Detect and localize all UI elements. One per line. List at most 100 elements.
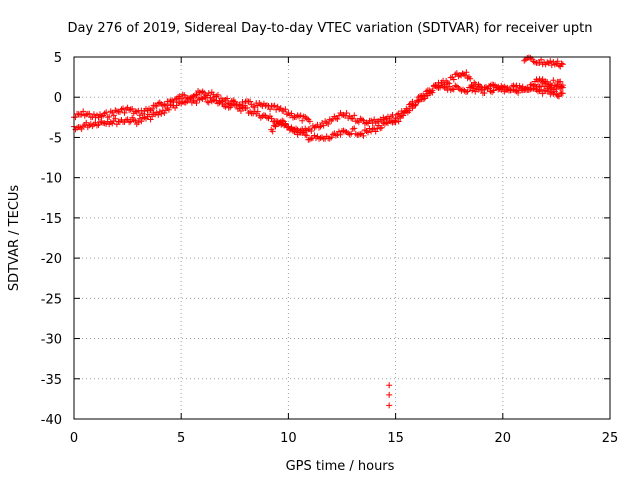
- data-point: [214, 91, 221, 98]
- data-point: [132, 117, 139, 124]
- data-point: [446, 80, 453, 87]
- data-point: [374, 125, 381, 132]
- data-point: [267, 106, 274, 113]
- data-point: [133, 108, 140, 115]
- data-point: [269, 128, 276, 135]
- data-point: [555, 93, 562, 100]
- data-point: [317, 123, 324, 130]
- data-point: [147, 116, 154, 123]
- data-point: [233, 102, 240, 109]
- data-point: [129, 105, 136, 112]
- data-point: [349, 115, 356, 122]
- plot-frame: [73, 56, 611, 420]
- data-point: [530, 82, 537, 89]
- data-point: [199, 88, 206, 95]
- data-point: [120, 105, 127, 112]
- data-point: [406, 107, 413, 114]
- data-point: [161, 109, 168, 116]
- data-point: [386, 391, 393, 398]
- grid-lines: [74, 57, 610, 419]
- data-point: [343, 110, 350, 117]
- data-point: [297, 112, 304, 119]
- data-point: [182, 99, 189, 106]
- data-point: [281, 122, 288, 129]
- data-point: [317, 134, 324, 141]
- data-point: [193, 91, 200, 98]
- data-point: [378, 124, 385, 131]
- x-tick-label: 20: [495, 431, 512, 446]
- data-point: [527, 54, 534, 61]
- data-point: [165, 106, 172, 113]
- data-point: [80, 123, 87, 130]
- data-point: [205, 90, 212, 97]
- data-point: [244, 104, 251, 111]
- data-point: [334, 116, 341, 123]
- data-point: [306, 118, 313, 125]
- y-tick-label: -40: [41, 413, 62, 428]
- data-point: [254, 108, 261, 115]
- data-point: [193, 99, 200, 106]
- data-point: [337, 131, 344, 138]
- data-point: [371, 125, 378, 132]
- data-point: [308, 128, 315, 135]
- data-point: [558, 83, 565, 90]
- data-point: [461, 87, 468, 94]
- data-point: [351, 125, 358, 132]
- data-point: [311, 132, 318, 139]
- data-point: [429, 89, 436, 96]
- data-point: [213, 97, 220, 104]
- data-point: [525, 86, 532, 93]
- data-point: [559, 82, 566, 89]
- data-point: [207, 94, 214, 101]
- data-point: [400, 112, 407, 119]
- x-tick-label: 15: [387, 431, 404, 446]
- data-point: [299, 117, 306, 124]
- data-point: [268, 115, 275, 122]
- data-point: [285, 123, 292, 130]
- data-point: [501, 88, 508, 95]
- data-point: [538, 56, 545, 63]
- data-point: [205, 99, 212, 106]
- data-point: [335, 128, 342, 135]
- data-point: [74, 124, 81, 131]
- data-point: [386, 382, 393, 389]
- y-tick-label: 0: [54, 91, 62, 106]
- data-point: [95, 114, 102, 121]
- data-point: [306, 136, 313, 143]
- data-point: [412, 102, 419, 109]
- data-point: [93, 122, 100, 129]
- data-point: [300, 129, 307, 136]
- x-axis-label: GPS time / hours: [286, 459, 395, 474]
- y-tick-label: -5: [49, 131, 62, 146]
- data-point: [187, 95, 194, 102]
- data-point: [237, 108, 244, 115]
- data-point: [476, 83, 483, 90]
- data-point: [320, 122, 327, 129]
- data-point: [496, 86, 503, 93]
- data-point: [371, 116, 378, 123]
- data-point: [351, 112, 358, 119]
- data-point: [558, 60, 565, 67]
- data-point: [554, 92, 561, 99]
- data-point: [464, 88, 471, 95]
- data-point: [146, 111, 153, 118]
- data-point: [392, 119, 399, 126]
- data-point: [282, 106, 289, 113]
- data-point: [521, 57, 528, 64]
- data-point: [90, 111, 97, 118]
- data-point: [553, 83, 560, 90]
- data-point: [464, 75, 471, 82]
- data-point: [462, 72, 469, 79]
- x-tick-label: 25: [602, 431, 619, 446]
- data-point: [288, 110, 295, 117]
- data-point: [325, 121, 332, 128]
- data-point: [106, 113, 113, 120]
- data-point: [467, 75, 474, 82]
- y-tick-label: -35: [41, 373, 62, 388]
- data-point: [490, 87, 497, 94]
- y-tick-label: -25: [41, 292, 62, 307]
- data-point: [167, 101, 174, 108]
- data-point: [421, 93, 428, 100]
- data-point: [559, 90, 566, 97]
- data-point: [247, 98, 254, 105]
